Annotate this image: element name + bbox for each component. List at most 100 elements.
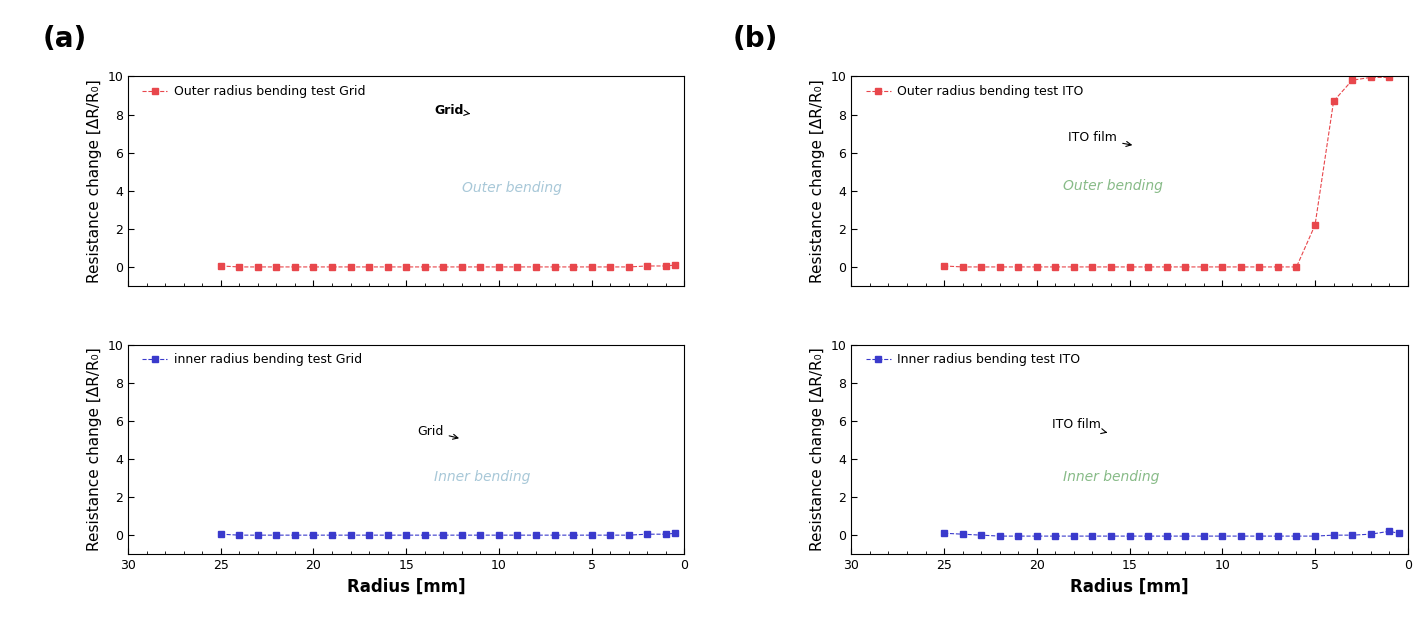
Line: Outer radius bending test ITO: Outer radius bending test ITO: [941, 75, 1392, 270]
Outer radius bending test ITO: [1362, 73, 1379, 81]
inner radius bending test Grid: [583, 531, 600, 539]
inner radius bending test Grid: [546, 531, 563, 539]
inner radius bending test Grid: [454, 531, 471, 539]
inner radius bending test Grid: [667, 529, 684, 537]
inner radius bending test Grid: [528, 531, 545, 539]
Inner radius bending test ITO: [973, 531, 990, 539]
Outer radius bending test ITO: [954, 263, 971, 271]
Outer radius bending test Grid: [343, 263, 360, 271]
Outer radius bending test ITO: [1381, 73, 1398, 81]
Text: Inner bending: Inner bending: [1062, 470, 1159, 484]
inner radius bending test Grid: [435, 531, 452, 539]
Outer radius bending test Grid: [638, 262, 656, 270]
Outer radius bending test ITO: [936, 262, 953, 270]
Outer radius bending test Grid: [267, 263, 284, 271]
Outer radius bending test Grid: [472, 263, 489, 271]
inner radius bending test Grid: [638, 531, 656, 538]
Text: (b): (b): [732, 25, 778, 54]
Outer radius bending test Grid: [509, 263, 526, 271]
Legend: Outer radius bending test ITO: Outer radius bending test ITO: [863, 83, 1086, 101]
Outer radius bending test ITO: [1176, 263, 1193, 271]
Outer radius bending test ITO: [1047, 263, 1064, 271]
inner radius bending test Grid: [657, 531, 674, 538]
Outer radius bending test Grid: [667, 261, 684, 269]
Inner radius bending test ITO: [936, 529, 953, 537]
inner radius bending test Grid: [602, 531, 619, 539]
Outer radius bending test Grid: [286, 263, 303, 271]
Outer radius bending test Grid: [602, 263, 619, 271]
Outer radius bending test Grid: [230, 263, 247, 271]
Outer radius bending test ITO: [1065, 263, 1082, 271]
inner radius bending test Grid: [398, 531, 415, 539]
Outer radius bending test Grid: [304, 263, 321, 271]
Inner radius bending test ITO: [1158, 533, 1175, 540]
Line: inner radius bending test Grid: inner radius bending test Grid: [218, 530, 678, 538]
Legend: Inner radius bending test ITO: Inner radius bending test ITO: [863, 351, 1082, 369]
Inner radius bending test ITO: [1176, 533, 1193, 540]
Inner radius bending test ITO: [1307, 533, 1324, 540]
Outer radius bending test ITO: [1196, 263, 1213, 271]
Inner radius bending test ITO: [1325, 531, 1342, 539]
Outer radius bending test ITO: [1028, 263, 1045, 271]
Outer radius bending test Grid: [398, 263, 415, 271]
Outer radius bending test Grid: [323, 263, 340, 271]
inner radius bending test Grid: [323, 531, 340, 539]
Outer radius bending test Grid: [491, 263, 508, 271]
Inner radius bending test ITO: [1084, 533, 1101, 540]
Text: Outer bending: Outer bending: [462, 181, 562, 195]
Inner radius bending test ITO: [1028, 533, 1045, 540]
Outer radius bending test ITO: [1121, 263, 1138, 271]
inner radius bending test Grid: [286, 531, 303, 539]
Outer radius bending test Grid: [583, 263, 600, 271]
Text: (a): (a): [43, 25, 87, 54]
Legend: inner radius bending test Grid: inner radius bending test Grid: [139, 351, 364, 369]
Outer radius bending test ITO: [1325, 97, 1342, 105]
Inner radius bending test ITO: [1214, 533, 1231, 540]
Inner radius bending test ITO: [1381, 527, 1398, 535]
inner radius bending test Grid: [472, 531, 489, 539]
inner radius bending test Grid: [343, 531, 360, 539]
Outer radius bending test ITO: [1344, 76, 1361, 84]
Outer radius bending test Grid: [565, 263, 582, 271]
Outer radius bending test Grid: [417, 263, 434, 271]
Outer radius bending test Grid: [454, 263, 471, 271]
Inner radius bending test ITO: [1139, 533, 1156, 540]
Outer radius bending test Grid: [435, 263, 452, 271]
Inner radius bending test ITO: [1270, 533, 1287, 540]
Outer radius bending test ITO: [1139, 263, 1156, 271]
Inner radius bending test ITO: [1047, 533, 1064, 540]
Outer radius bending test ITO: [1102, 263, 1119, 271]
Outer radius bending test Grid: [546, 263, 563, 271]
Outer radius bending test Grid: [380, 263, 397, 271]
Outer radius bending test ITO: [1084, 263, 1101, 271]
Outer radius bending test ITO: [1288, 263, 1305, 271]
Inner radius bending test ITO: [1288, 533, 1305, 540]
Inner radius bending test ITO: [954, 531, 971, 538]
Inner radius bending test ITO: [1344, 531, 1361, 539]
Outer radius bending test ITO: [1158, 263, 1175, 271]
Text: Outer bending: Outer bending: [1062, 178, 1163, 192]
Outer radius bending test ITO: [1233, 263, 1250, 271]
Outer radius bending test ITO: [1010, 263, 1027, 271]
Inner radius bending test ITO: [1389, 529, 1406, 537]
inner radius bending test Grid: [249, 531, 266, 539]
inner radius bending test Grid: [267, 531, 284, 539]
Line: Inner radius bending test ITO: Inner radius bending test ITO: [941, 528, 1402, 539]
inner radius bending test Grid: [304, 531, 321, 539]
Outer radius bending test ITO: [991, 263, 1008, 271]
Outer radius bending test ITO: [1307, 221, 1324, 229]
inner radius bending test Grid: [565, 531, 582, 539]
X-axis label: Radius [mm]: Radius [mm]: [1071, 578, 1189, 596]
Text: ITO film: ITO film: [1068, 131, 1130, 147]
Text: ITO film: ITO film: [1052, 419, 1106, 434]
inner radius bending test Grid: [380, 531, 397, 539]
Outer radius bending test Grid: [620, 263, 637, 271]
Y-axis label: Resistance change [ΔR/R₀]: Resistance change [ΔR/R₀]: [87, 80, 102, 283]
Inner radius bending test ITO: [1010, 533, 1027, 540]
Inner radius bending test ITO: [1065, 533, 1082, 540]
Y-axis label: Resistance change [ΔR/R₀]: Resistance change [ΔR/R₀]: [811, 80, 825, 283]
Text: Grid: Grid: [434, 104, 469, 117]
inner radius bending test Grid: [509, 531, 526, 539]
inner radius bending test Grid: [417, 531, 434, 539]
Inner radius bending test ITO: [1233, 533, 1250, 540]
